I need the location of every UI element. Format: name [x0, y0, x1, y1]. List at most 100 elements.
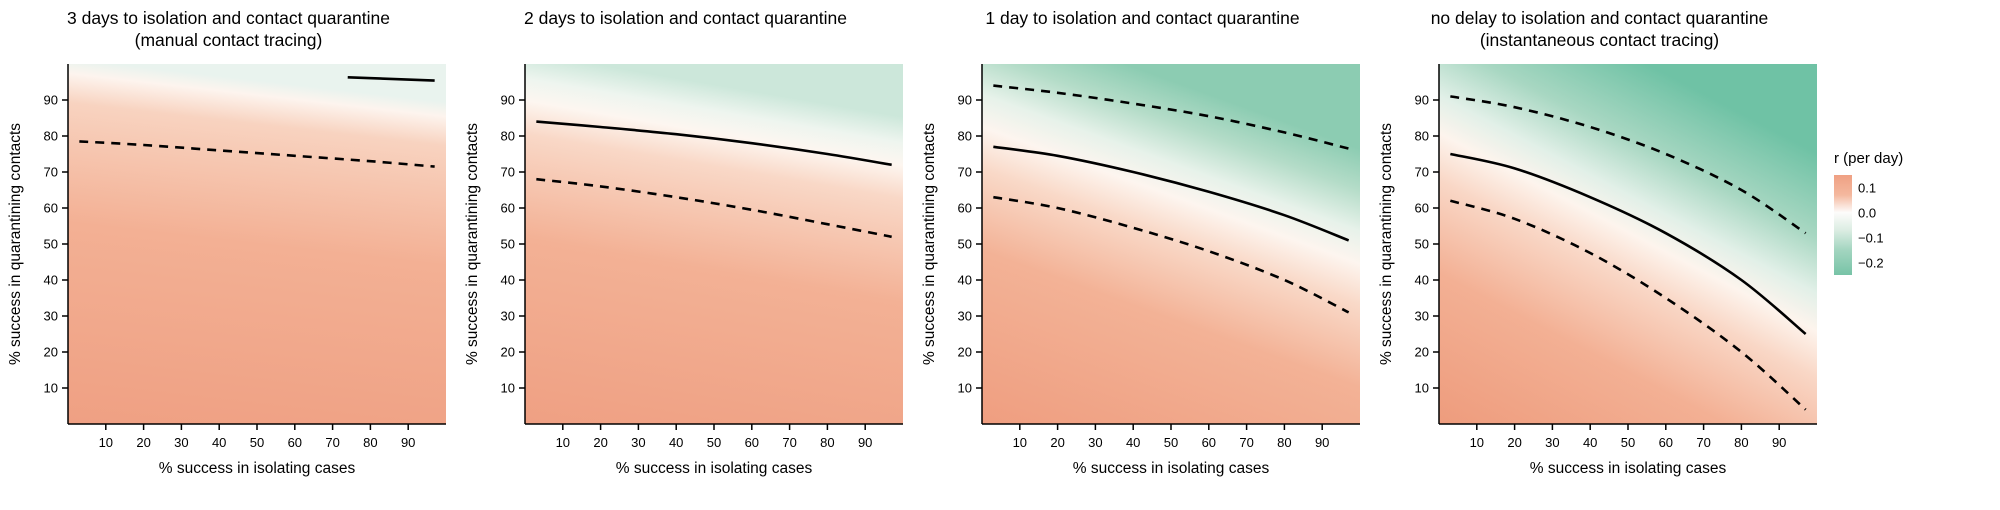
legend-ticks: 0.1 0.0 −0.1 −0.2: [1858, 175, 1918, 275]
y-tick-label: 40: [1414, 273, 1428, 288]
x-tick-label: 90: [1314, 435, 1328, 450]
panels-row: 3 days to isolation and contact quaranti…: [0, 0, 1828, 504]
y-tick-label: 80: [43, 129, 57, 144]
y-tick-label: 90: [500, 93, 514, 108]
panel-title: 1 day to isolation and contact quarantin…: [985, 8, 1300, 28]
legend-title: r (per day): [1834, 150, 1904, 167]
x-tick-label: 70: [1696, 435, 1710, 450]
panel-3-days: 3 days to isolation and contact quaranti…: [0, 0, 457, 504]
contour-line-dashed: [535, 177, 892, 239]
y-axis-label: % success in quarantining contacts: [921, 123, 938, 365]
y-tick-label: 80: [1414, 129, 1428, 144]
y-axis-label: % success in quarantining contacts: [1378, 123, 1395, 365]
y-tick-label: 70: [957, 165, 971, 180]
y-axis-label: % success in quarantining contacts: [7, 123, 24, 365]
y-tick-label: 80: [957, 129, 971, 144]
x-tick-label: 30: [174, 435, 188, 450]
y-tick-label: 20: [1414, 345, 1428, 360]
panel-2-days: 2 days to isolation and contact quaranti…: [457, 0, 914, 504]
x-tick-label: 50: [1163, 435, 1177, 450]
panel-title: no delay to isolation and contact quaran…: [1430, 8, 1769, 50]
x-tick-label: 20: [593, 435, 607, 450]
contour-line-solid: [347, 76, 435, 82]
x-tick-label: 40: [1125, 435, 1139, 450]
y-tick-label: 60: [957, 201, 971, 216]
legend-tick-label: −0.2: [1858, 255, 1884, 270]
y-tick-label: 40: [43, 273, 57, 288]
y-tick-label: 10: [1414, 381, 1428, 396]
y-tick-label: 60: [500, 201, 514, 216]
x-tick-label: 10: [98, 435, 112, 450]
x-tick-label: 80: [820, 435, 834, 450]
y-tick-label: 90: [957, 93, 971, 108]
y-tick-label: 30: [957, 309, 971, 324]
contour-line-dashed: [78, 140, 435, 168]
y-tick-label: 60: [43, 201, 57, 216]
legend-body: 0.1 0.0 −0.1 −0.2: [1834, 175, 1918, 275]
x-tick-label: 60: [744, 435, 758, 450]
x-tick-label: 70: [1239, 435, 1253, 450]
x-axis-label: % success in isolating cases: [158, 460, 355, 477]
y-tick-label: 40: [957, 273, 971, 288]
y-tick-label: 70: [500, 165, 514, 180]
x-tick-label: 90: [1771, 435, 1785, 450]
x-axis-label: % success in isolating cases: [1072, 460, 1269, 477]
heatmap-background: [981, 64, 1360, 424]
x-tick-label: 30: [631, 435, 645, 450]
x-tick-label: 30: [1088, 435, 1102, 450]
x-tick-label: 60: [287, 435, 301, 450]
x-tick-label: 20: [1050, 435, 1064, 450]
x-tick-label: 60: [1201, 435, 1215, 450]
y-tick-label: 50: [1414, 237, 1428, 252]
x-tick-label: 30: [1545, 435, 1559, 450]
contour-line-solid: [535, 120, 892, 167]
x-tick-label: 70: [325, 435, 339, 450]
panel-plot-0: 10 20 30 40 50 60 70 80 90 10 20 30 40 50 60 70 80 90 % su…: [7, 64, 446, 477]
y-tick-label: 40: [500, 273, 514, 288]
x-tick-label: 20: [136, 435, 150, 450]
x-tick-label: 50: [1620, 435, 1634, 450]
y-tick-label: 10: [43, 381, 57, 396]
x-tick-label: 40: [1582, 435, 1596, 450]
legend-colorbar: [1834, 175, 1852, 275]
x-tick-label: 80: [1277, 435, 1291, 450]
y-tick-label: 50: [957, 237, 971, 252]
x-axis-label: % success in isolating cases: [615, 460, 812, 477]
y-tick-label: 70: [43, 165, 57, 180]
x-tick-label: 40: [668, 435, 682, 450]
y-tick-label: 90: [43, 93, 57, 108]
y-tick-label: 60: [1414, 201, 1428, 216]
x-tick-label: 10: [1012, 435, 1026, 450]
legend-tick-label: 0.1: [1858, 180, 1877, 195]
panel-title: 3 days to isolation and contact quaranti…: [67, 8, 390, 50]
y-tick-label: 70: [1414, 165, 1428, 180]
panel-title: 2 days to isolation and contact quaranti…: [524, 8, 847, 28]
colorbar-legend: r (per day) 0.1 0.0 −0.1 −0.2: [1828, 150, 1999, 275]
panel-plot-2: 10 20 30 40 50 60 70 80 90 10 20 30 40 50 60 70 80 90 % su…: [921, 64, 1360, 477]
contour-line-dashed: [1449, 199, 1807, 411]
x-tick-label: 90: [400, 435, 414, 450]
x-tick-label: 80: [363, 435, 377, 450]
y-tick-label: 30: [500, 309, 514, 324]
y-tick-label: 20: [500, 345, 514, 360]
panel-plot-1: 10 20 30 40 50 60 70 80 90 10 20 30 40 50 60 70 80 90 % su…: [464, 64, 903, 477]
x-axis-label: % success in isolating cases: [1529, 460, 1726, 477]
y-tick-label: 20: [43, 345, 57, 360]
x-tick-label: 80: [1734, 435, 1748, 450]
y-tick-label: 90: [1414, 93, 1428, 108]
panel-plot-3: 10 20 30 40 50 60 70 80 90 10 20 30 40 50 60 70 80 90 % su…: [1378, 64, 1817, 477]
panel-1-day: 1 day to isolation and contact quarantin…: [914, 0, 1371, 504]
x-tick-label: 20: [1507, 435, 1521, 450]
y-tick-label: 20: [957, 345, 971, 360]
contour-line-dashed: [992, 195, 1349, 314]
y-tick-label: 10: [957, 381, 971, 396]
legend-tick-label: 0.0: [1858, 205, 1877, 220]
y-tick-label: 80: [500, 129, 514, 144]
contour-line-solid: [992, 145, 1349, 242]
y-tick-label: 30: [43, 309, 57, 324]
x-tick-label: 60: [1658, 435, 1672, 450]
x-tick-label: 40: [211, 435, 225, 450]
panel-no-delay: no delay to isolation and contact quaran…: [1371, 0, 1828, 504]
x-tick-label: 50: [249, 435, 263, 450]
